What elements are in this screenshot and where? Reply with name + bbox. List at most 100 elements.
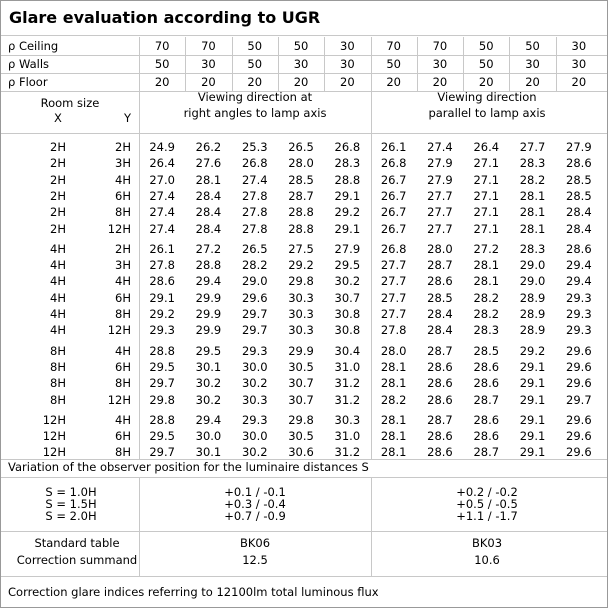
room-x: 4H xyxy=(50,241,66,256)
parallel-variation: +0.5 / -0.5 xyxy=(456,497,518,511)
y-header: Y xyxy=(123,111,131,125)
parallel-standard: BK03 xyxy=(471,536,503,550)
room-y: 3H xyxy=(115,156,131,171)
ugr-value: 29.3 xyxy=(566,323,592,338)
ugr-value: 28.1 xyxy=(195,172,222,187)
ugr-value: 26.7 xyxy=(380,205,407,220)
title: Glare evaluation according to UGR xyxy=(9,8,321,27)
ugr-value: 29.7 xyxy=(566,392,592,407)
ugr-value: 28.0 xyxy=(427,241,453,256)
ugr-value: 30.8 xyxy=(334,307,361,321)
ugr-value: 29.6 xyxy=(566,359,592,374)
ugr-value: 28.3 xyxy=(519,241,546,256)
ugr-value: 26.4 xyxy=(473,140,500,154)
ugr-value: 28.1 xyxy=(473,258,500,273)
reflectance-value: 30 xyxy=(340,39,355,53)
ugr-value: 28.6 xyxy=(427,429,453,444)
ugr-value: 27.4 xyxy=(149,221,175,236)
reflectance-value: 50 xyxy=(478,39,494,53)
ugr-value: 26.7 xyxy=(380,172,407,187)
ugr-value: 26.8 xyxy=(334,140,361,154)
reflectance-value: 30 xyxy=(293,57,309,71)
room-y: 4H xyxy=(115,274,131,289)
room-x: 8H xyxy=(50,376,66,391)
ugr-value: 28.6 xyxy=(566,241,592,256)
rule xyxy=(1,531,607,532)
room-x: 4H xyxy=(50,323,66,338)
ugr-value: 26.8 xyxy=(380,156,407,171)
ugr-value: 29.1 xyxy=(519,359,546,374)
ugr-value: 27.2 xyxy=(473,241,500,256)
ugr-value: 28.5 xyxy=(473,343,500,358)
ugr-value: 28.9 xyxy=(519,323,546,338)
room-x: 2H xyxy=(50,140,66,154)
rule xyxy=(509,37,511,91)
ugr-value: 29.1 xyxy=(519,429,546,444)
ugr-value: 29.1 xyxy=(519,392,546,407)
ugr-value: 28.1 xyxy=(519,221,546,236)
ugr-value: 28.6 xyxy=(427,445,453,460)
ugr-value: 30.3 xyxy=(288,307,314,321)
ugr-value: 30.3 xyxy=(288,290,314,305)
room-x: 12H xyxy=(42,412,66,427)
ugr-value: 27.4 xyxy=(427,140,453,154)
room-y: 2H xyxy=(115,140,131,154)
ugr-value: 28.7 xyxy=(427,412,453,427)
reflectance-value: 20 xyxy=(293,75,309,89)
reflectance-value: 20 xyxy=(478,75,494,89)
parallel-header: Viewing direction xyxy=(437,90,537,104)
distance: S = 2.0H xyxy=(45,509,97,523)
reflectance-value: 30 xyxy=(340,57,355,71)
ugr-value: 29.6 xyxy=(566,445,592,460)
standard-label: Correction summand xyxy=(16,553,138,567)
rule xyxy=(1,55,607,56)
ugr-value: 29.1 xyxy=(149,290,175,305)
rule xyxy=(555,37,557,91)
ugr-value: 30.6 xyxy=(288,445,314,460)
reflectance-value: 30 xyxy=(201,57,216,71)
ugr-value: 31.2 xyxy=(334,376,361,391)
ugr-value: 28.1 xyxy=(519,188,546,203)
reflectance-value: 50 xyxy=(386,57,401,71)
room-y: 4H xyxy=(115,172,131,187)
room-y: 6H xyxy=(115,290,131,305)
ugr-value: 28.1 xyxy=(380,412,407,427)
ugr-value: 27.2 xyxy=(195,241,222,256)
rule xyxy=(416,37,418,91)
ugr-value: 28.0 xyxy=(380,343,407,358)
ugr-value: 29.3 xyxy=(241,343,268,358)
reflectance-value: 20 xyxy=(247,75,263,89)
ugr-value: 26.5 xyxy=(241,241,268,256)
ugr-value: 28.6 xyxy=(427,274,453,289)
ugr-value: 28.1 xyxy=(380,445,407,460)
ugr-value: 28.4 xyxy=(195,221,222,236)
ugr-value: 30.0 xyxy=(241,359,268,374)
reflectance-value: 70 xyxy=(386,39,401,53)
ugr-value: 28.4 xyxy=(427,307,453,321)
ugr-value: 29.1 xyxy=(519,445,546,460)
ugr-value: 30.2 xyxy=(195,376,222,391)
ugr-value: 29.5 xyxy=(149,429,175,444)
ugr-value: 28.8 xyxy=(334,172,361,187)
ugr-value: 27.4 xyxy=(241,172,268,187)
ugr-value: 28.7 xyxy=(427,258,453,273)
room-x: 12H xyxy=(42,429,66,444)
x-header: X xyxy=(54,111,62,125)
ugr-value: 30.1 xyxy=(195,359,222,374)
ugr-value: 26.2 xyxy=(195,140,222,154)
ugr-value: 28.5 xyxy=(566,172,592,187)
ugr-value: 30.5 xyxy=(288,429,314,444)
ugr-value: 30.0 xyxy=(241,429,268,444)
ugr-value: 27.7 xyxy=(519,140,546,154)
ugr-value: 27.8 xyxy=(149,258,175,273)
ugr-value: 27.6 xyxy=(195,156,222,171)
ugr-value: 28.2 xyxy=(380,392,407,407)
ugr-value: 29.3 xyxy=(566,307,592,321)
ugr-value: 27.9 xyxy=(334,241,361,256)
ugr-value: 28.7 xyxy=(473,392,500,407)
ugr-value: 30.2 xyxy=(241,376,268,391)
ugr-value: 26.7 xyxy=(380,188,407,203)
ugr-value: 25.3 xyxy=(241,140,268,154)
ugr-value: 27.8 xyxy=(241,221,268,236)
ugr-value: 28.6 xyxy=(473,359,500,374)
